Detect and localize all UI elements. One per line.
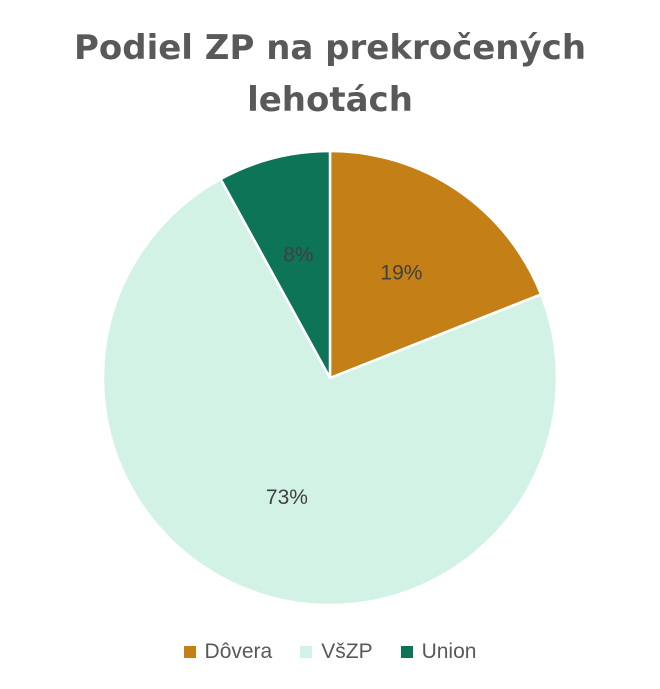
legend-swatch — [183, 646, 196, 658]
pie-slice-dôvera — [328, 149, 543, 380]
data-label-union: 8% — [283, 243, 313, 266]
legend-swatch — [300, 646, 313, 658]
legend-item-všzp: VšZP — [300, 640, 373, 664]
pie-slice-všzp — [101, 177, 559, 607]
legend-label: VšZP — [321, 640, 373, 663]
pie-slice-union — [218, 149, 332, 379]
chart-legend: Dôvera VšZP Union — [0, 640, 660, 664]
data-label-všzp: 73% — [266, 486, 308, 509]
legend-label: Dôvera — [204, 640, 273, 663]
chart-title: Podiel ZP na prekročených lehotách — [73, 28, 587, 120]
legend-item-dôvera: Dôvera — [183, 640, 273, 664]
legend-label: Union — [421, 640, 477, 663]
legend-item-union: Union — [400, 640, 477, 664]
data-label-dôvera: 19% — [380, 261, 422, 284]
legend-swatch — [400, 646, 413, 658]
